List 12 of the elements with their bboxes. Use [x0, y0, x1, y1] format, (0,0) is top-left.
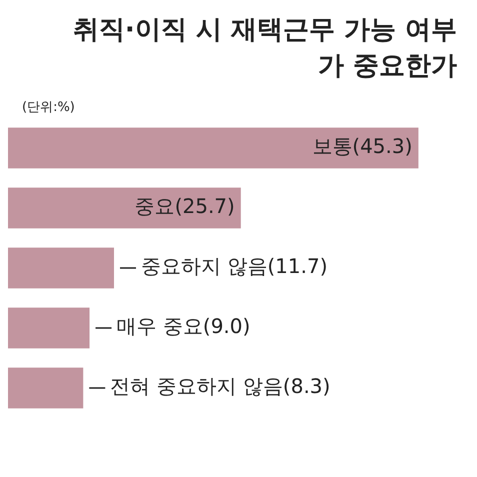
- bar: [8, 128, 418, 168]
- bar: [8, 188, 241, 228]
- data-label: 전혀 중요하지 않음(8.3): [110, 374, 330, 398]
- bar: [8, 248, 114, 288]
- text: (단위:%): [22, 99, 76, 116]
- data-label: 중요하지 않음(11.7): [141, 254, 328, 278]
- data-label: 매우 중요(9.0): [116, 314, 250, 338]
- bar: [8, 308, 90, 348]
- data-label: 보통(45.3): [312, 134, 412, 158]
- data-label: 중요(25.7): [134, 194, 235, 218]
- bar: [8, 368, 84, 408]
- chart-title: 취직·이직 시 재택근무 가능 여부가 중요한가: [72, 14, 458, 83]
